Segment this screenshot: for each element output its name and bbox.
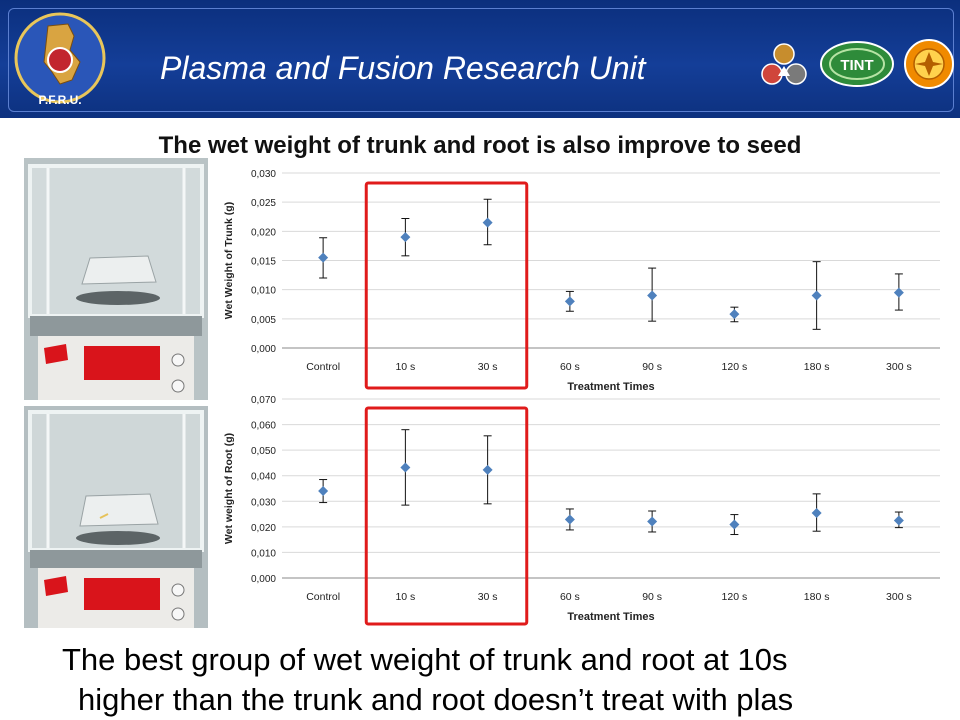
data-point [811, 290, 822, 301]
trunk-weight-chart: 0,000 0,005 0,010 0,015 0,020 0,025 0,030 Contr… [223, 169, 940, 392]
y-tick-label: 0,020 [251, 523, 276, 534]
data-point [564, 296, 575, 307]
y-axis-title: Wet Weight of Trunk (g) [223, 202, 235, 319]
x-axis-title: Treatment Times [567, 381, 654, 392]
tint-logo-icon: TINT [820, 41, 894, 87]
y-tick-label: 0,010 [251, 548, 276, 559]
x-tick-label: 300 s [886, 591, 912, 603]
data-point [400, 462, 411, 473]
x-tick-label: 60 s [560, 361, 580, 373]
balance-photo-root [24, 406, 208, 628]
x-tick-label: Control [306, 591, 340, 603]
data-point [729, 309, 740, 320]
x-tick-label: 120 s [722, 591, 748, 603]
data-point [564, 514, 575, 525]
y-tick-label: 0,060 [251, 421, 276, 432]
y-tick-label: 0,000 [251, 574, 276, 585]
x-tick-label: 300 s [886, 361, 912, 373]
university-seal-icon [904, 39, 954, 89]
x-axis-title: Treatment Times [567, 611, 654, 623]
conclusion-line-1: The best group of wet weight of trunk an… [62, 642, 788, 677]
y-tick-label: 0,030 [251, 169, 276, 180]
y-tick-label: 0,005 [251, 315, 276, 326]
x-tick-label: 180 s [804, 361, 830, 373]
page-header-title: Plasma and Fusion Research Unit [160, 50, 646, 86]
balance-photo-trunk [24, 158, 208, 400]
conclusion-text: The best group of wet weight of trunk an… [62, 640, 960, 720]
header-bar: P.F.R.U. Plasma and Fusion Research Unit… [0, 0, 960, 118]
logo-left-text: P.F.R.U. [38, 93, 81, 107]
y-tick-label: 0,010 [251, 286, 276, 297]
x-tick-label: 120 s [722, 361, 748, 373]
y-tick-label: 0,070 [251, 395, 276, 406]
highlight-box [364, 406, 529, 626]
x-tick-label: 180 s [804, 591, 830, 603]
y-tick-label: 0,030 [251, 497, 276, 508]
y-tick-label: 0,050 [251, 446, 276, 457]
y-tick-label: 0,025 [251, 198, 276, 209]
x-tick-label: 30 s [478, 591, 498, 603]
data-point [318, 252, 329, 263]
data-point [647, 290, 658, 301]
y-tick-label: 0,040 [251, 472, 276, 483]
data-point [400, 232, 411, 243]
x-tick-label: 60 s [560, 591, 580, 603]
data-point [647, 516, 658, 527]
data-point [893, 287, 904, 298]
highlight-box [364, 181, 529, 390]
data-point [482, 464, 493, 475]
root-weight-chart: 0,000 0,010 0,020 0,030 0,040 0,050 0,060 0,070… [223, 395, 940, 626]
data-point [893, 515, 904, 526]
x-tick-label: 10 s [395, 591, 415, 603]
data-point [482, 217, 493, 228]
data-point [318, 486, 329, 497]
slide-title: The wet weight of trunk and root is also… [158, 132, 802, 159]
y-tick-label: 0,000 [251, 344, 276, 355]
institute-gear-logo-icon [761, 43, 807, 85]
y-axis-title: Wet weight of Root (g) [223, 433, 235, 544]
x-tick-label: 90 s [642, 361, 662, 373]
pfru-logo-icon: P.F.R.U. [14, 12, 106, 107]
x-tick-label: 90 s [642, 591, 662, 603]
data-point [729, 519, 740, 530]
conclusion-line-2: higher than the trunk and root doesn’t t… [78, 682, 794, 717]
data-point [811, 508, 822, 519]
x-tick-label: 30 s [478, 361, 498, 373]
logo-right-text: TINT [840, 57, 873, 74]
y-tick-label: 0,015 [251, 257, 276, 268]
y-tick-label: 0,020 [251, 227, 276, 238]
x-tick-label: Control [306, 361, 340, 373]
x-tick-label: 10 s [395, 361, 415, 373]
